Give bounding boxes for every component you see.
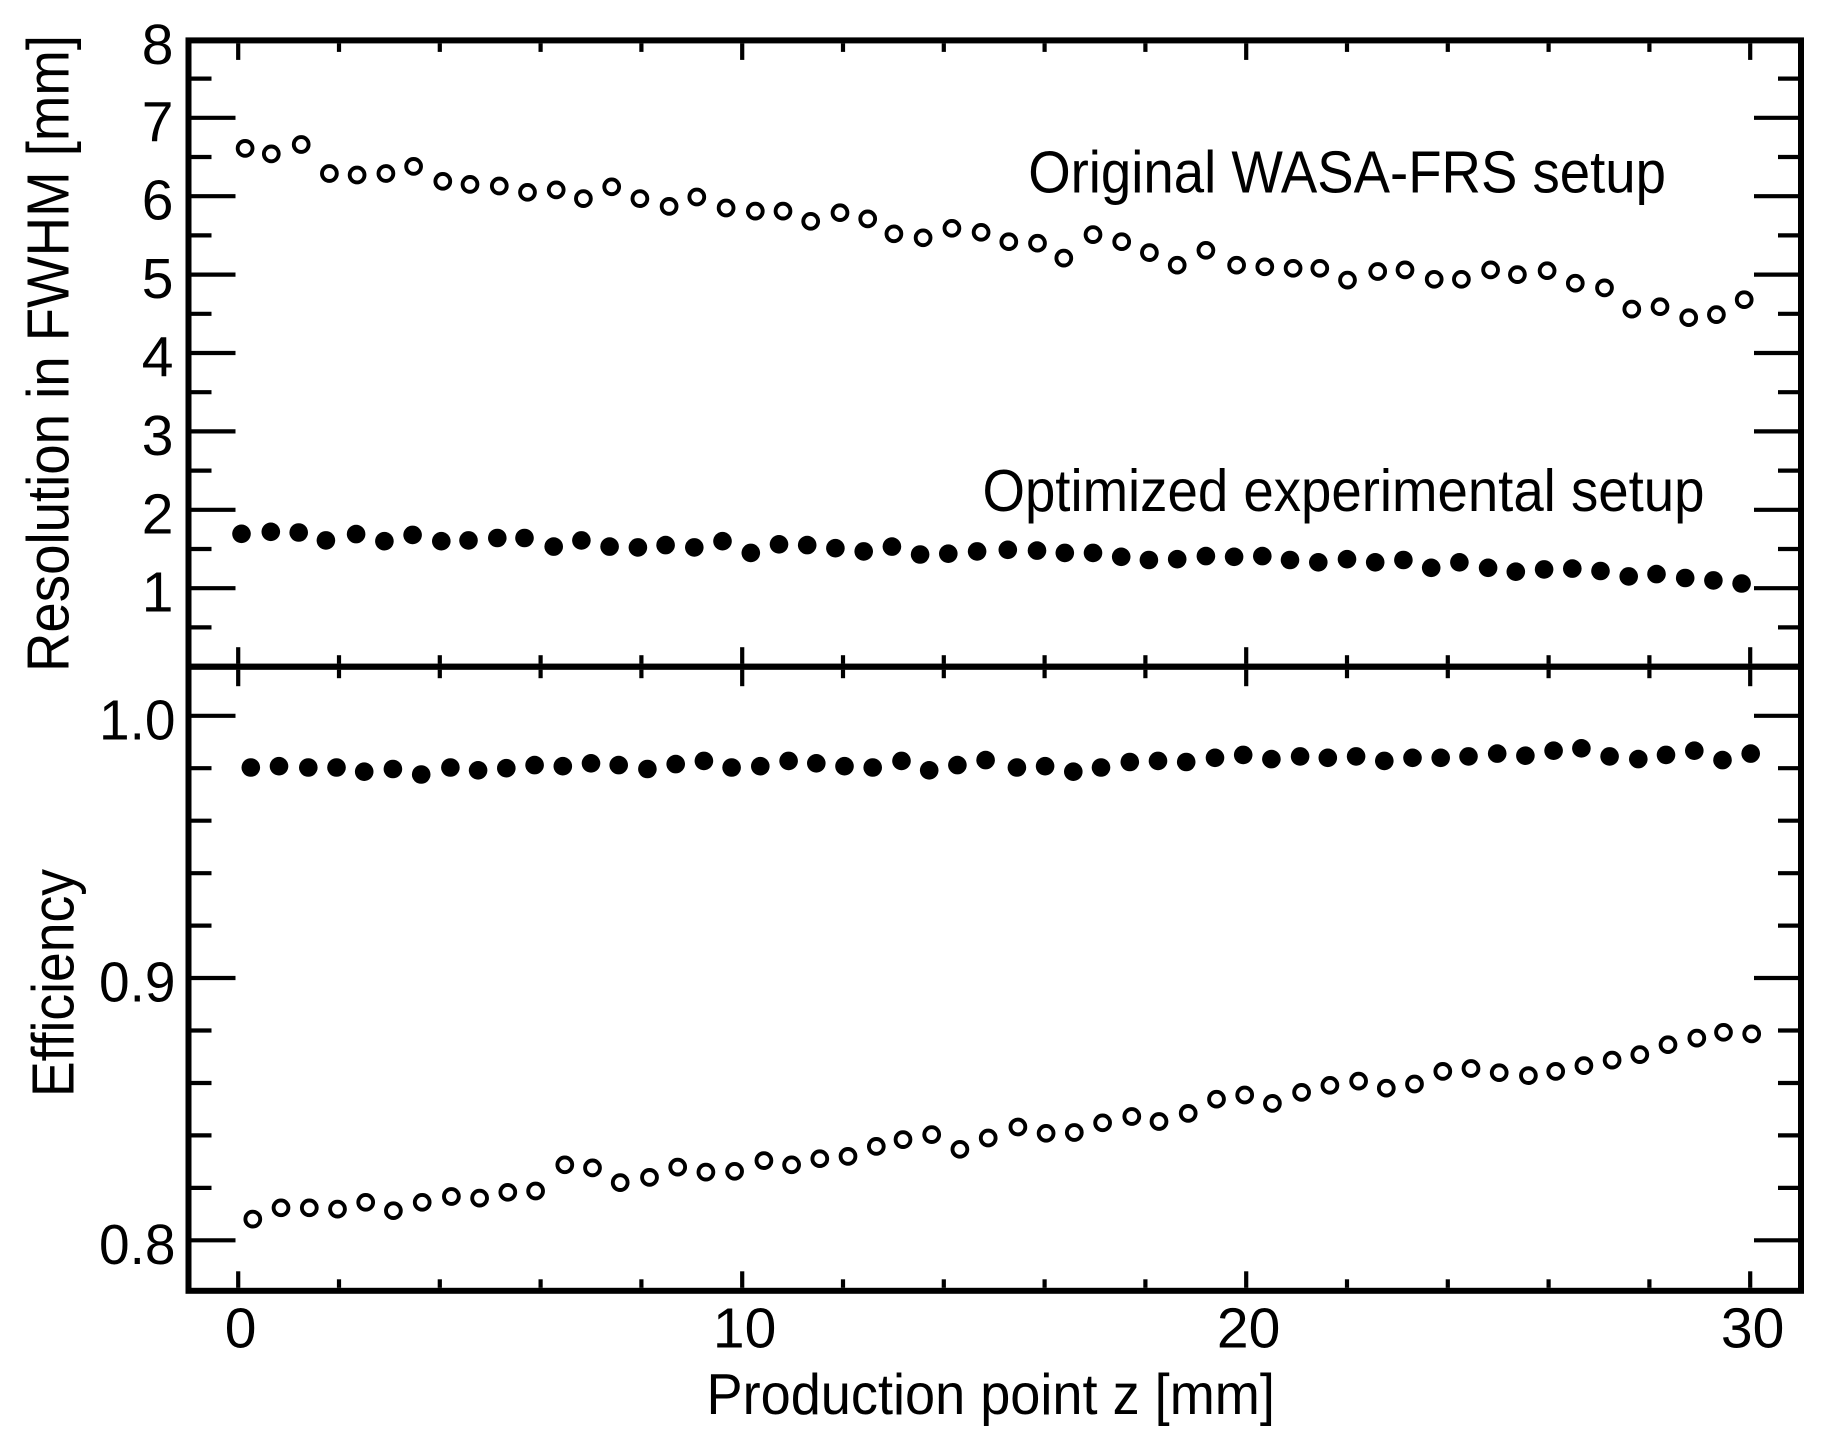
svg-text:6: 6 [142,169,174,233]
svg-text:4: 4 [142,326,174,390]
svg-text:1.0: 1.0 [99,688,176,752]
svg-text:10: 10 [713,1297,776,1361]
svg-text:7: 7 [142,90,174,154]
svg-text:Optimized experimental setup: Optimized experimental setup [983,457,1705,524]
svg-text:0.9: 0.9 [99,951,176,1015]
svg-text:0: 0 [225,1297,257,1361]
svg-text:30: 30 [1721,1297,1784,1361]
svg-text:20: 20 [1217,1297,1280,1361]
svg-text:8: 8 [142,13,174,77]
svg-text:Original WASA-FRS setup: Original WASA-FRS setup [1028,139,1666,206]
svg-text:5: 5 [142,247,174,311]
svg-text:0.8: 0.8 [99,1213,176,1277]
svg-text:Resolution in FWHM [mm]: Resolution in FWHM [mm] [15,35,82,672]
svg-text:2: 2 [142,482,174,546]
svg-text:Production point z [mm]: Production point z [mm] [707,1363,1275,1427]
svg-text:1: 1 [142,561,174,625]
svg-text:Efficiency: Efficiency [20,869,87,1097]
svg-text:3: 3 [142,404,174,468]
